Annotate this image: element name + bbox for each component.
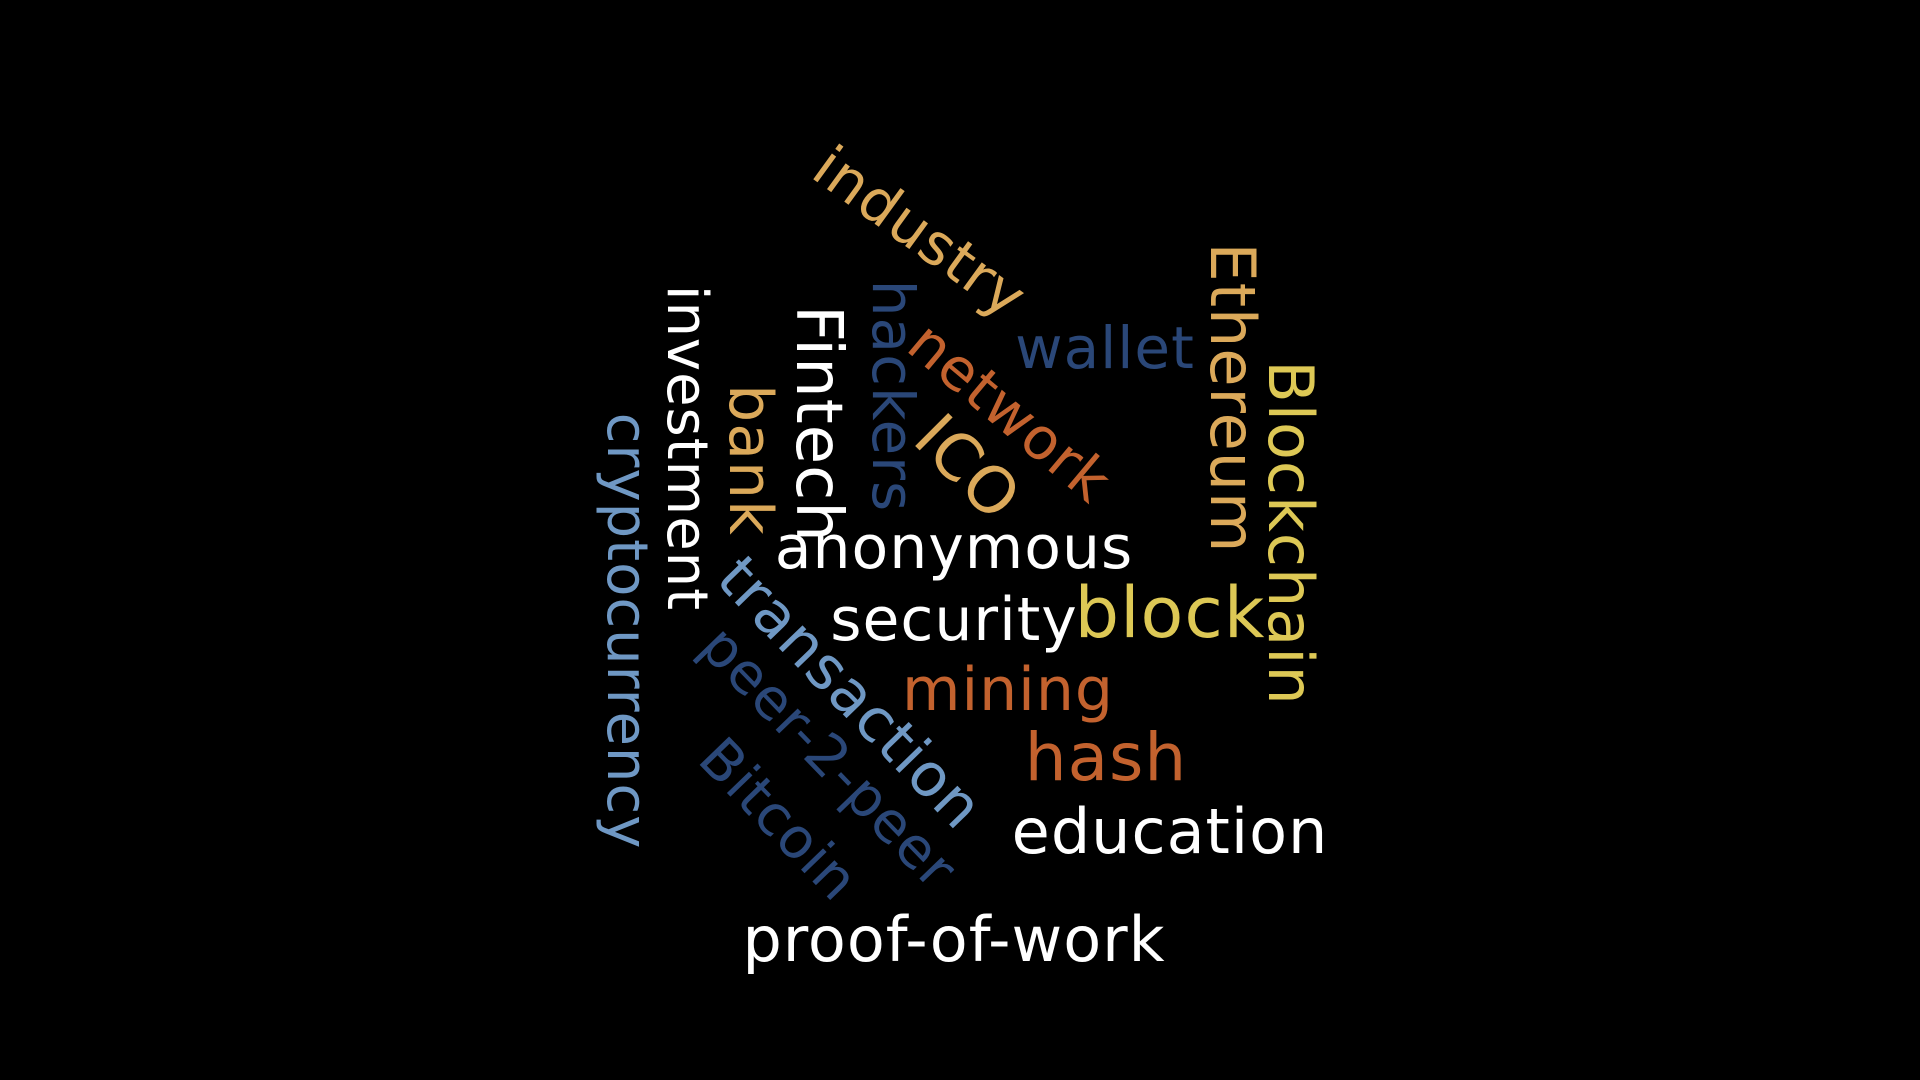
word-blockchain: Blockchain: [1254, 360, 1327, 706]
word-fintech: Fintech: [781, 305, 855, 543]
word-hash: hash: [1024, 719, 1188, 796]
word-hackers: hackers: [859, 279, 927, 513]
word-anonymous: anonymous: [774, 513, 1134, 583]
word-proof-of-work: proof-of-work: [742, 903, 1166, 976]
word-cryptocurrency: cryptocurrency: [594, 412, 659, 850]
word-bank: bank: [715, 384, 785, 536]
word-security: security: [830, 585, 1078, 655]
word-investment: investment: [654, 284, 719, 612]
word-education: education: [1011, 795, 1329, 868]
word-block: block: [1074, 572, 1266, 654]
word-mining: mining: [902, 655, 1114, 725]
word-wallet: wallet: [1015, 314, 1195, 382]
